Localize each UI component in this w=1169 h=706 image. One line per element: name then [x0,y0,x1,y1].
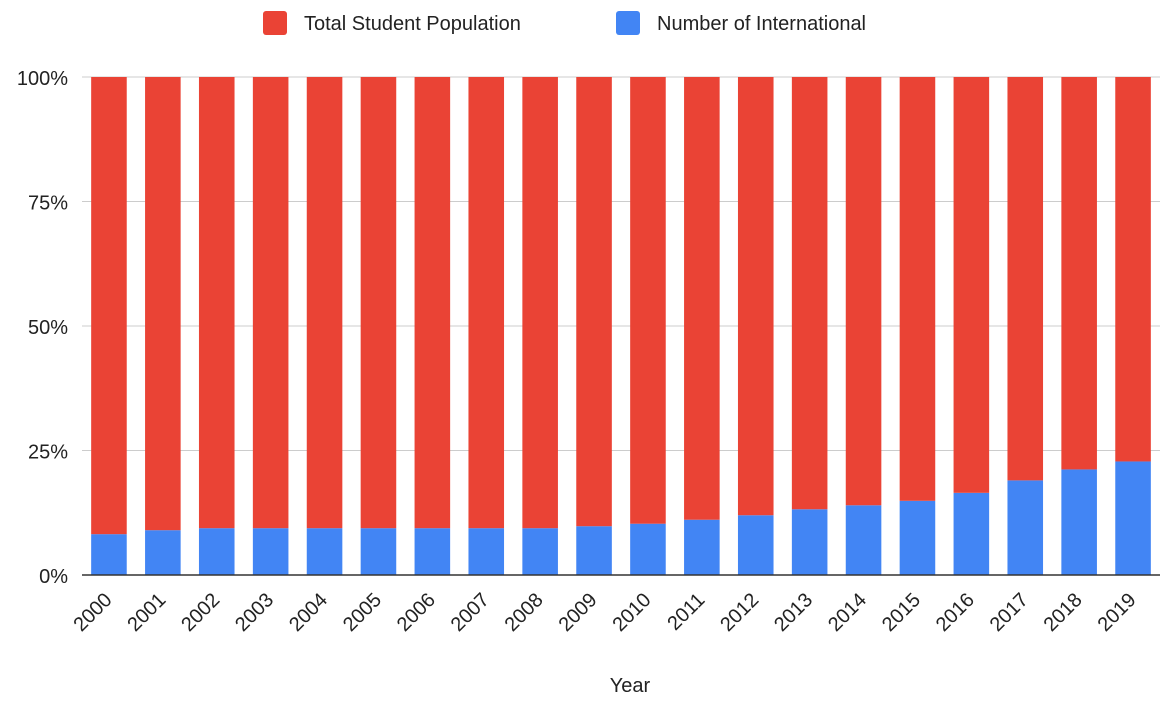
bar-segment-total-student-population-2011 [684,77,720,520]
x-tick-label: 2001 [123,589,170,636]
bar-segment-total-student-population-2019 [1115,77,1151,462]
bar-segment-number-of-international-2005 [360,528,397,575]
bar-segment-number-of-international-2009 [576,526,612,575]
bar-segment-number-of-international-2000 [91,534,127,575]
x-tick-label: 2007 [447,589,494,636]
bar-segment-number-of-international-2007 [468,528,505,575]
bar-segment-number-of-international-2008 [522,528,558,575]
bar-segment-number-of-international-2006 [414,528,451,575]
legend-swatch [616,11,640,35]
bar-segment-total-student-population-2004 [306,77,343,529]
y-tick-label: 100% [17,68,68,90]
bar-segment-total-student-population-2012 [737,77,774,516]
x-tick-label: 2000 [69,589,116,636]
x-tick-label: 2002 [177,589,224,636]
bar-segment-number-of-international-2013 [791,509,828,575]
x-axis: 2000 2001 2002 2003 2004 2005 2006 2007 2008 2009… [69,574,1160,636]
bar-segment-total-student-population-2008 [522,77,558,529]
x-tick-label: 2008 [501,589,548,636]
x-tick-label: 2011 [663,589,709,635]
bar-segment-total-student-population-2001 [145,77,181,531]
bar-segment-total-student-population-2007 [468,77,505,529]
legend-swatch [263,11,287,35]
bar-segment-total-student-population-2013 [791,77,828,510]
x-tick-label: 2015 [878,589,925,636]
x-tick-label: 2009 [555,589,602,636]
bar-segment-number-of-international-2016 [953,492,990,575]
y-tick-label: 75% [28,193,68,215]
legend-label: Number of International [657,13,866,35]
x-tick-label: 2005 [339,589,386,636]
gridlines [82,76,1160,451]
bar-segment-number-of-international-2002 [198,528,235,575]
bar-segment-number-of-international-2019 [1115,461,1151,575]
x-tick-label: 2018 [1040,589,1087,636]
bar-segment-total-student-population-2009 [576,77,612,527]
x-tick-label: 2013 [770,589,817,636]
x-tick-label: 2017 [986,589,1033,636]
y-tick-label: 0% [39,566,68,588]
bar-segment-number-of-international-2011 [684,519,720,575]
bar-segment-number-of-international-2003 [252,528,289,575]
bar-segment-total-student-population-2018 [1061,77,1097,470]
x-tick-label: 2006 [393,589,440,636]
bar-segment-total-student-population-2002 [198,77,235,529]
bar-segment-total-student-population-2010 [630,77,666,524]
bar-segment-number-of-international-2001 [145,530,181,575]
bar-segment-total-student-population-2003 [252,77,289,529]
x-tick-label: 2019 [1094,589,1141,636]
x-tick-label: 2010 [608,589,655,636]
bar-segment-number-of-international-2004 [306,528,343,575]
bar-segment-total-student-population-2006 [414,77,451,529]
bar-segment-total-student-population-2016 [953,77,990,493]
bar-segment-number-of-international-2014 [845,505,882,575]
bar-segment-total-student-population-2000 [91,77,127,535]
bar-segment-total-student-population-2005 [360,77,397,529]
bar-segment-total-student-population-2014 [845,77,882,506]
x-tick-label: 2016 [932,589,979,636]
x-tick-label: 2014 [824,589,871,636]
legend: Total Student Population Number of Intern… [263,11,866,35]
bars [91,77,1151,575]
bar-segment-number-of-international-2010 [630,523,666,575]
bar-segment-number-of-international-2018 [1061,469,1097,575]
bar-segment-number-of-international-2015 [899,500,936,575]
y-axis: 0% 25% 50% 75% 100% [17,68,68,588]
y-tick-label: 25% [28,442,68,464]
bar-segment-total-student-population-2015 [899,77,936,501]
x-axis-title: Year [610,675,651,697]
x-tick-label: 2004 [285,589,332,636]
y-tick-label: 50% [28,317,68,339]
legend-label: Total Student Population [304,13,521,35]
x-tick-label: 2003 [231,589,278,636]
x-tick-label: 2012 [716,589,763,636]
bar-segment-total-student-population-2017 [1007,77,1044,481]
bar-segment-number-of-international-2012 [737,515,774,575]
bar-segment-number-of-international-2017 [1007,480,1044,575]
